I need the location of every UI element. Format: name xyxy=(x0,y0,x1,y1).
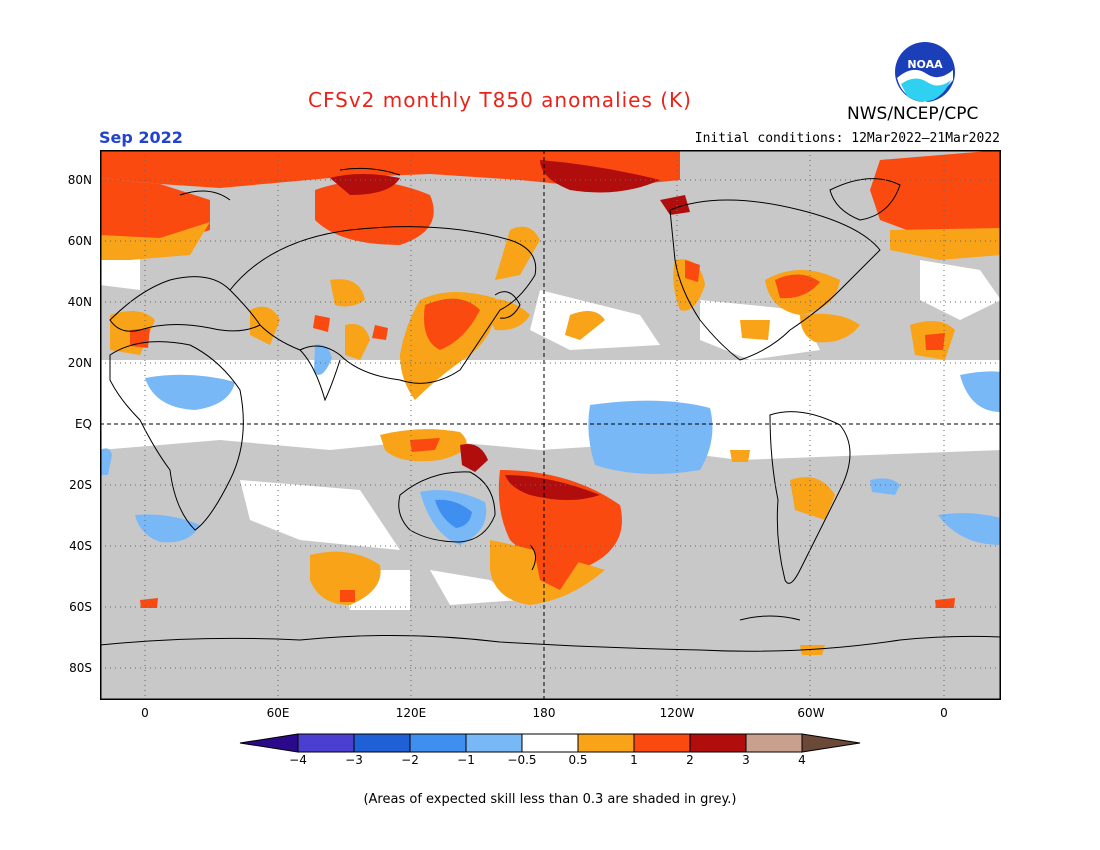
colorbar-bin xyxy=(353,733,411,753)
colorbar-label: −4 xyxy=(289,753,307,767)
colorbar-bin xyxy=(409,733,467,753)
graticule xyxy=(100,150,1001,700)
negative-regions xyxy=(100,344,1001,545)
lon-label-60w: 60W xyxy=(797,706,825,720)
colorbar-label: 1 xyxy=(630,753,638,767)
lat-label-80s: 80S xyxy=(69,661,92,675)
lon-label-120w: 120W xyxy=(659,706,695,720)
colorbar-arrow-low xyxy=(239,733,299,753)
lat-label-60s: 60S xyxy=(69,600,92,614)
svg-text:NOAA: NOAA xyxy=(907,58,943,71)
lon-label-120e: 120E xyxy=(395,706,427,720)
colorbar-label: 0.5 xyxy=(568,753,588,767)
lat-label-40s: 40S xyxy=(69,539,92,553)
colorbar-label: −3 xyxy=(345,753,363,767)
anomaly-map xyxy=(100,150,1001,700)
colorbar-arrow-high xyxy=(801,733,861,753)
lat-label-40n: 40N xyxy=(67,295,92,309)
lon-label-60e: 60E xyxy=(266,706,290,720)
colorbar-label: 4 xyxy=(798,753,806,767)
colorbar-bin xyxy=(689,733,747,753)
positive-regions xyxy=(100,150,1001,655)
coastlines xyxy=(100,167,1001,652)
colorbar-label: 2 xyxy=(686,753,694,767)
lat-label-60n: 60N xyxy=(67,234,92,248)
lon-label-0: 0 xyxy=(141,706,149,720)
lat-label-20n: 20N xyxy=(67,356,92,370)
agency-label: NWS/NCEP/CPC xyxy=(847,104,979,124)
colorbar-bin xyxy=(521,733,579,753)
colorbar-bin xyxy=(577,733,635,753)
forecast-month: Sep 2022 xyxy=(99,128,183,147)
lon-label-180: 180 xyxy=(532,706,556,720)
lat-label-20s: 20S xyxy=(69,478,92,492)
lat-label-80n: 80N xyxy=(67,173,92,187)
map-title: CFSv2 monthly T850 anomalies (K) xyxy=(308,88,692,112)
colorbar-label: −2 xyxy=(401,753,419,767)
colorbar-bin xyxy=(633,733,691,753)
colorbar xyxy=(239,733,861,753)
map-frame xyxy=(100,150,1001,700)
lon-label-0-east: 0 xyxy=(940,706,948,720)
noaa-logo: NOAA xyxy=(893,40,957,108)
colorbar-label: −1 xyxy=(457,753,475,767)
initial-conditions: Initial conditions: 12Mar2022–21Mar2022 xyxy=(694,131,1000,146)
colorbar-bin xyxy=(745,733,803,753)
colorbar-bin xyxy=(297,733,355,753)
lat-label-eq: EQ xyxy=(74,417,92,431)
skill-note: (Areas of expected skill less than 0.3 a… xyxy=(363,792,737,807)
colorbar-bin xyxy=(465,733,523,753)
colorbar-label: −0.5 xyxy=(507,753,537,767)
colorbar-label: 3 xyxy=(742,753,750,767)
